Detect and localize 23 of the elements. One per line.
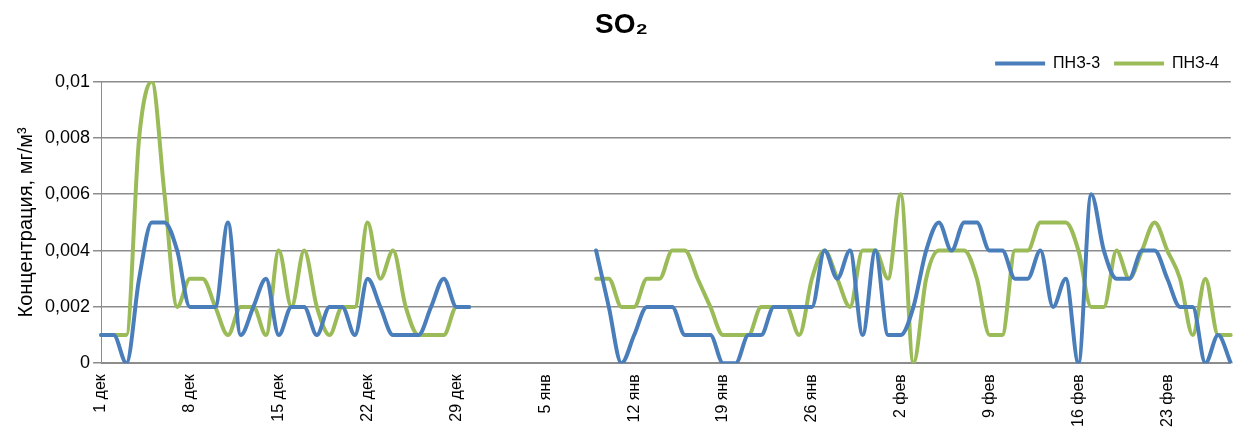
x-tick-label: 29 дек [446, 373, 464, 422]
legend-label: ПНЗ-4 [1172, 54, 1220, 72]
x-tick-label: 23 фев [1157, 374, 1175, 428]
y-tick-label: 0,01 [55, 70, 91, 91]
x-tick-label: 8 дек [180, 373, 198, 413]
x-tick-label: 5 янв [535, 374, 553, 414]
chart-title: SO₂ [595, 7, 648, 39]
y-tick-label: 0,006 [45, 183, 91, 204]
y-tick-label: 0 [80, 352, 91, 373]
x-tick-label: 1 дек [91, 373, 109, 413]
x-tick-label: 9 фев [980, 374, 998, 419]
y-tick-label: 0,004 [45, 239, 91, 260]
x-tick-label: 15 дек [269, 373, 287, 422]
y-tick-label: 0,002 [45, 295, 91, 316]
legend-label: ПНЗ-3 [1053, 54, 1101, 72]
x-tick-label: 16 фев [1068, 374, 1086, 428]
x-tick-label: 12 янв [624, 374, 642, 423]
y-tick-label: 0,008 [45, 126, 91, 147]
x-tick-label: 2 фев [891, 374, 909, 419]
x-tick-label: 19 янв [713, 374, 731, 423]
x-tick-label: 26 янв [802, 374, 820, 423]
x-tick-label: 22 дек [358, 373, 376, 422]
y-axis-title: Концентрация, мг/м³ [13, 126, 36, 318]
